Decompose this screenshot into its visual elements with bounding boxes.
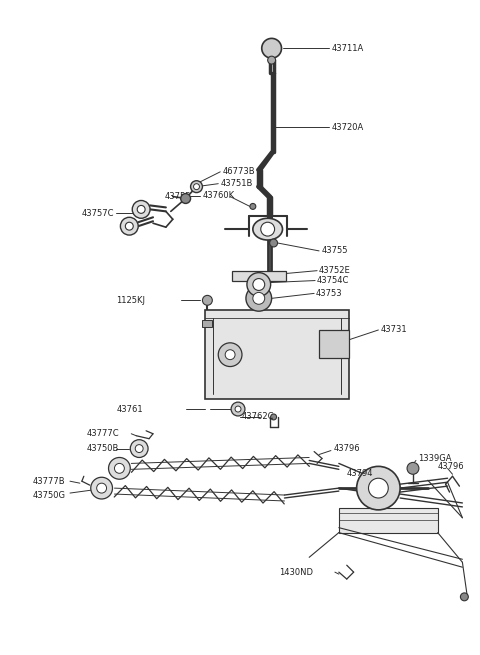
Circle shape [125,222,133,230]
Circle shape [247,272,271,296]
Bar [203,320,212,327]
Text: 43753: 43753 [316,289,343,298]
Text: 43720A: 43720A [332,123,364,132]
Circle shape [96,483,107,493]
Text: 43731: 43731 [380,326,407,335]
Circle shape [460,593,468,601]
Text: 43752E: 43752E [319,266,351,275]
Text: 43754C: 43754C [317,276,349,285]
Ellipse shape [253,218,283,240]
Text: 43760K: 43760K [203,191,235,200]
Circle shape [357,466,400,510]
Text: 1339GA: 1339GA [418,454,451,463]
Circle shape [132,200,150,218]
Text: 43777C: 43777C [87,429,120,438]
Bar [205,310,349,399]
Circle shape [191,181,203,193]
Circle shape [235,406,241,412]
Text: 43755: 43755 [165,192,192,201]
Circle shape [114,463,124,474]
Circle shape [225,350,235,360]
Text: 43796: 43796 [438,462,464,471]
Text: 43750B: 43750B [87,444,119,453]
Circle shape [135,445,143,453]
Bar [232,271,287,280]
Circle shape [120,217,138,235]
Circle shape [91,477,112,499]
Circle shape [218,343,242,367]
Text: 43757C: 43757C [82,209,114,218]
Text: 1125KJ: 1125KJ [117,296,145,305]
Text: 43751B: 43751B [220,179,252,188]
Text: 43794: 43794 [347,469,373,477]
Circle shape [180,194,191,204]
Circle shape [271,414,276,420]
Text: 46773B: 46773B [222,167,255,176]
Text: 43796: 43796 [334,444,360,453]
Circle shape [270,239,277,247]
Circle shape [203,295,212,305]
Circle shape [253,278,264,290]
Text: 43762C: 43762C [242,413,275,421]
Text: 43761: 43761 [117,405,143,413]
Text: 1430ND: 1430ND [279,568,313,576]
Circle shape [407,462,419,474]
Circle shape [231,402,245,416]
Circle shape [369,478,388,498]
Circle shape [193,183,200,189]
Bar [319,330,349,358]
Circle shape [261,222,275,236]
Circle shape [250,204,256,210]
Circle shape [246,286,272,311]
Circle shape [253,292,264,305]
Circle shape [130,440,148,457]
Circle shape [262,39,281,58]
Bar [339,508,438,533]
Text: 43755: 43755 [322,246,348,255]
Text: 43711A: 43711A [332,44,364,53]
Circle shape [137,206,145,214]
Text: 43777B: 43777B [33,477,65,486]
Text: 43750G: 43750G [33,491,65,500]
Circle shape [108,457,130,479]
Circle shape [268,56,276,64]
